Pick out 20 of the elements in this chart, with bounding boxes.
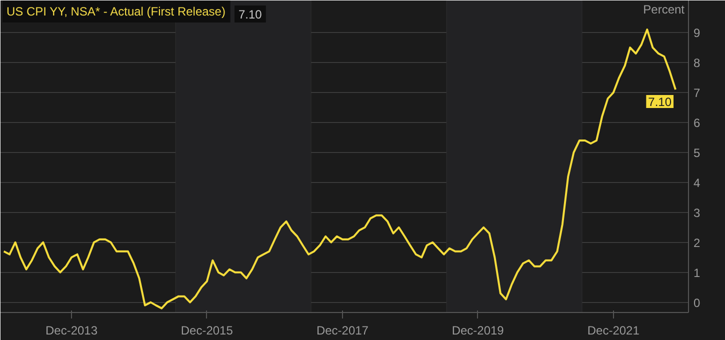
y-tick-label: 5: [694, 146, 700, 160]
y-tick-label: 9: [694, 26, 700, 40]
y-tick-label: 1: [694, 266, 700, 280]
y-tick-label: 2: [694, 236, 700, 250]
y-tick-label: 7: [694, 86, 700, 100]
x-tick-label: Dec-2013: [46, 324, 98, 338]
y-tick-label: 0: [694, 296, 700, 310]
x-tick-label: Dec-2017: [316, 324, 369, 338]
annotation: 7.10: [648, 95, 672, 110]
y-axis-title: Percent: [643, 2, 686, 16]
annotation: 7.10: [238, 8, 262, 22]
y-tick-label: 4: [694, 176, 700, 190]
line-series: [2, 28, 677, 310]
y-tick-label: 6: [694, 116, 700, 130]
x-tick-label: Dec-2021: [587, 324, 640, 338]
chart-title: US CPI YY, NSA* - Actual (First Release): [6, 4, 226, 18]
y-tick-label: 3: [694, 206, 700, 220]
x-tick-label: Dec-2019: [452, 324, 504, 338]
y-tick-label: 8: [694, 56, 700, 70]
x-tick-label: Dec-2015: [180, 324, 234, 338]
